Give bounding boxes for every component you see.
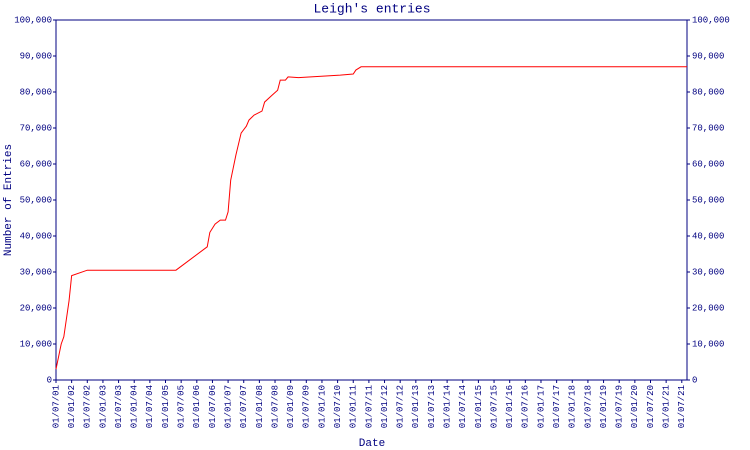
y-tick-label: 40,000	[20, 231, 52, 241]
chart-title: Leigh's entries	[313, 1, 430, 16]
x-tick-label: 01/01/10	[317, 385, 327, 428]
x-tick-label: 01/01/11	[349, 385, 359, 428]
y-tick-label: 50,000	[20, 195, 52, 205]
y2-tick-label: 90,000	[692, 51, 724, 61]
x-tick-label: 01/07/17	[552, 385, 562, 428]
x-tick-label: 01/07/13	[427, 385, 437, 428]
y-tick-label: 90,000	[20, 51, 52, 61]
x-tick-label: 01/01/02	[67, 385, 77, 428]
x-tick-label: 01/07/01	[51, 385, 61, 428]
x-tick-label: 01/07/21	[677, 385, 687, 428]
x-tick-label: 01/07/15	[489, 385, 499, 428]
x-tick-label: 01/07/02	[83, 385, 93, 428]
y-axis-label: Number of Entries	[3, 144, 15, 256]
y2-tick-label: 100,000	[692, 15, 730, 25]
x-tick-label: 01/07/18	[583, 385, 593, 428]
x-tick-label: 01/01/12	[380, 385, 390, 428]
x-tick-label: 01/07/07	[239, 385, 249, 428]
x-tick-label: 01/07/03	[114, 385, 124, 428]
y-tick-label: 80,000	[20, 87, 52, 97]
x-tick-label: 01/01/09	[286, 385, 296, 428]
x-tick-label: 01/01/04	[130, 385, 140, 428]
y-tick-label: 70,000	[20, 123, 52, 133]
x-tick-label: 01/01/15	[474, 385, 484, 428]
x-tick-label: 01/07/09	[302, 385, 312, 428]
x-tick-label: 01/07/12	[396, 385, 406, 428]
y2-tick-label: 60,000	[692, 159, 724, 169]
x-tick-label: 01/07/14	[458, 385, 468, 428]
y2-tick-label: 20,000	[692, 303, 724, 313]
x-tick-label: 01/07/20	[646, 385, 656, 428]
x-tick-label: 01/07/11	[364, 385, 374, 428]
y-tick-label: 30,000	[20, 267, 52, 277]
x-tick-label: 01/07/05	[177, 385, 187, 428]
x-tick-label: 01/01/13	[411, 385, 421, 428]
y2-tick-label: 70,000	[692, 123, 724, 133]
y-tick-label: 10,000	[20, 339, 52, 349]
y2-tick-label: 0	[692, 375, 697, 385]
data-line	[55, 66, 687, 370]
x-tick-label: 01/07/19	[615, 385, 625, 428]
x-tick-label: 01/07/16	[521, 385, 531, 428]
x-tick-label: 01/01/18	[568, 385, 578, 428]
y2-tick-label: 10,000	[692, 339, 724, 349]
y-tick-label: 60,000	[20, 159, 52, 169]
x-tick-label: 01/01/08	[255, 385, 265, 428]
x-tick-label: 01/01/20	[630, 385, 640, 428]
x-tick-label: 01/07/08	[270, 385, 280, 428]
x-axis-label: Date	[359, 438, 385, 450]
plot-frame	[55, 19, 688, 381]
y2-tick-label: 80,000	[692, 87, 724, 97]
y-tick-label: 0	[47, 375, 52, 385]
x-tick-label: 01/01/14	[442, 385, 452, 428]
y-tick-label: 100,000	[14, 15, 52, 25]
y2-tick-label: 50,000	[692, 195, 724, 205]
x-tick-label: 01/01/03	[98, 385, 108, 428]
x-tick-label: 01/01/07	[223, 385, 233, 428]
x-tick-label: 01/07/04	[145, 385, 155, 428]
x-tick-label: 01/01/16	[505, 385, 515, 428]
x-tick-label: 01/01/05	[161, 385, 171, 428]
x-tick-label: 01/01/19	[599, 385, 609, 428]
x-tick-label: 01/07/06	[208, 385, 218, 428]
x-tick-label: 01/07/10	[333, 385, 343, 428]
x-tick-label: 01/01/21	[662, 385, 672, 428]
x-tick-label: 01/01/17	[536, 385, 546, 428]
x-tick-label: 01/01/06	[192, 385, 202, 428]
y2-tick-label: 40,000	[692, 231, 724, 241]
y2-tick-label: 30,000	[692, 267, 724, 277]
y-tick-label: 20,000	[20, 303, 52, 313]
